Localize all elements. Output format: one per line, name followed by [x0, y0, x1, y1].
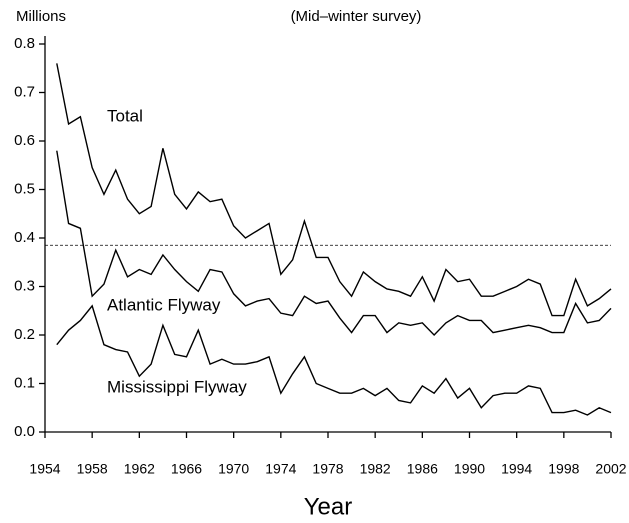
x-tick-label: 1958 — [77, 461, 108, 477]
y-tick-label: 0.0 — [14, 423, 35, 440]
x-tick-label: 1986 — [407, 461, 438, 477]
y-tick-label: 0.5 — [14, 180, 35, 197]
series-line — [56, 304, 612, 416]
x-tick-label: 1982 — [360, 461, 391, 477]
x-tick-label: 1962 — [124, 461, 155, 477]
x-tick-label: 1990 — [454, 461, 485, 477]
x-tick-label: 1954 — [29, 461, 60, 477]
y-tick-label: 0.8 — [14, 35, 35, 52]
series-label: Total — [107, 106, 143, 125]
y-tick-label: 0.4 — [14, 229, 35, 246]
y-unit-label: Millions — [16, 8, 66, 25]
x-tick-label: 1978 — [312, 461, 343, 477]
x-tick-label: 1966 — [171, 461, 202, 477]
y-tick-label: 0.7 — [14, 83, 35, 100]
series-line — [56, 150, 612, 337]
chart-title: (Mid–winter survey) — [291, 8, 422, 25]
series-line — [56, 63, 612, 317]
x-tick-label: 1998 — [548, 461, 579, 477]
x-tick-label: 1970 — [218, 461, 249, 477]
x-tick-label: 1974 — [265, 461, 296, 477]
x-tick-label: 1994 — [501, 461, 532, 477]
y-tick-label: 0.3 — [14, 277, 35, 294]
x-tick-label: 2002 — [595, 461, 626, 477]
y-tick-label: 0.2 — [14, 326, 35, 343]
series-label: Mississippi Flyway — [107, 377, 247, 396]
series-label: Atlantic Flyway — [107, 295, 221, 314]
y-tick-label: 0.6 — [14, 132, 35, 149]
x-axis-label: Year — [304, 493, 353, 520]
y-tick-label: 0.1 — [14, 374, 35, 391]
